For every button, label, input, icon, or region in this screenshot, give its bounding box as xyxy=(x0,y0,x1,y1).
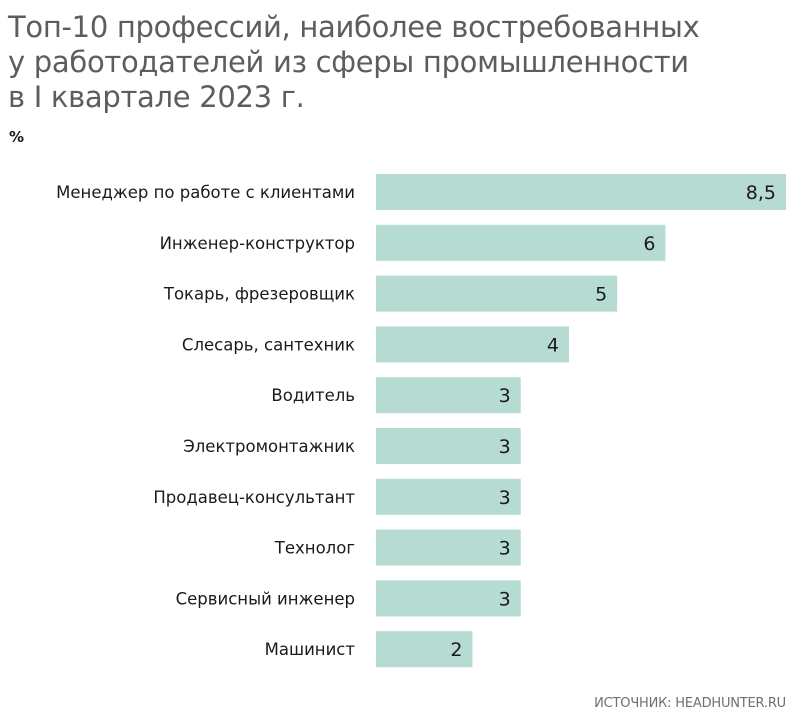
value-label-1: 8,5 xyxy=(746,182,776,204)
chart-title: Топ-10 профессий, наиболее востребованны… xyxy=(8,10,788,115)
bar-6 xyxy=(376,428,521,464)
category-label-9: Сервисный инженер xyxy=(176,589,355,608)
value-label-10: 2 xyxy=(450,639,462,661)
category-label-6: Электромонтажник xyxy=(183,437,355,456)
value-label-2: 6 xyxy=(643,233,655,255)
value-label-3: 5 xyxy=(595,284,607,306)
value-label-4: 4 xyxy=(547,334,559,356)
chart-title-line-1: Топ-10 профессий, наиболее востребованны… xyxy=(8,10,700,44)
value-label-6: 3 xyxy=(499,436,511,458)
category-label-2: Инженер-конструктор xyxy=(160,234,355,253)
category-label-5: Водитель xyxy=(271,386,355,405)
value-label-5: 3 xyxy=(499,385,511,407)
category-label-3: Токарь, фрезеровщик xyxy=(163,285,355,304)
category-label-1: Менеджер по работе с клиентами xyxy=(56,183,355,202)
bar-2 xyxy=(376,224,666,261)
bar-5 xyxy=(376,377,521,414)
bar-4 xyxy=(376,326,569,363)
source-note: ИСТОЧНИК: HEADHUNTER.RU xyxy=(594,696,786,711)
value-label-8: 3 xyxy=(499,538,511,560)
bar-8 xyxy=(376,529,521,566)
bar-chart: Менеджер по работе с клиентами 8,5 Инженер… xyxy=(56,174,786,668)
category-label-4: Слесарь, сантехник xyxy=(182,335,355,354)
bar-10 xyxy=(376,631,473,668)
bar-9 xyxy=(376,580,521,617)
bar-7 xyxy=(376,478,521,515)
value-label-7: 3 xyxy=(499,487,511,509)
chart-title-line-3: в I квартале 2023 г. xyxy=(8,80,305,114)
bar-1 xyxy=(376,174,786,210)
unit-label: % xyxy=(9,128,25,146)
chart-title-line-2: у работодателей из сферы промышленности xyxy=(8,45,689,79)
category-label-7: Продавец-консультант xyxy=(153,488,355,507)
category-label-8: Технолог xyxy=(274,539,355,558)
category-label-10: Машинист xyxy=(265,640,356,659)
value-label-9: 3 xyxy=(499,588,511,610)
bar-3 xyxy=(376,275,618,312)
